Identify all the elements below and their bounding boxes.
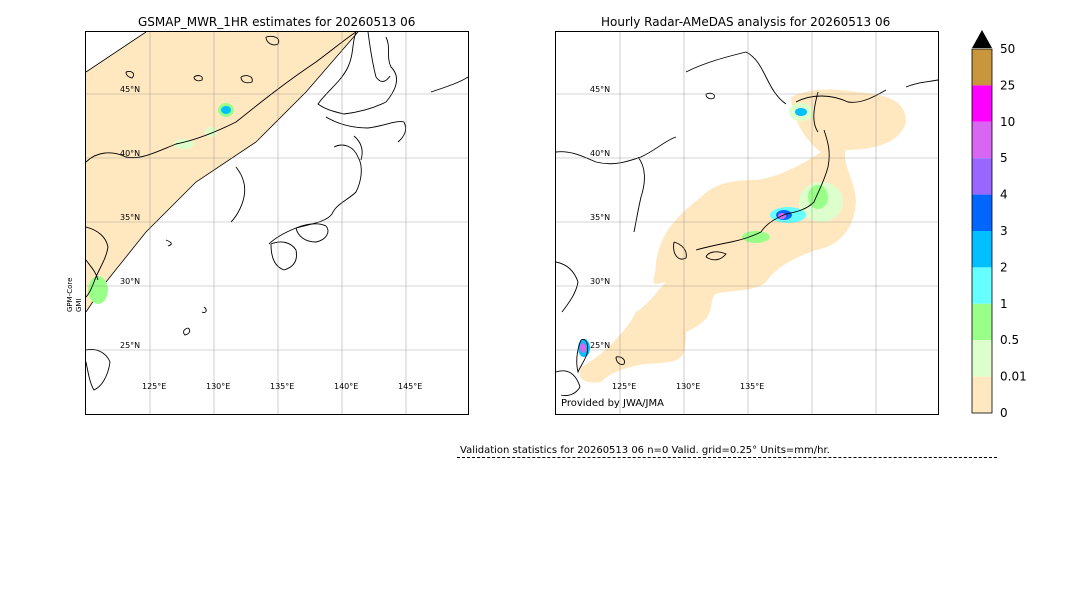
precip-blob xyxy=(174,139,194,149)
colorbar-tick-label: 0 xyxy=(1000,406,1008,420)
lat-label: 40°N xyxy=(590,149,610,158)
precip-blob xyxy=(808,185,828,209)
sensor-label: GPM-Core GMI xyxy=(66,278,83,312)
colorbar-segment xyxy=(972,303,992,341)
stats-divider xyxy=(457,457,997,458)
lat-label: 25°N xyxy=(120,341,140,350)
gridlines xyxy=(86,32,468,414)
colorbar-segment xyxy=(972,49,992,86)
right-map-title: Hourly Radar-AMeDAS analysis for 2026051… xyxy=(601,15,891,29)
colorbar-tick-label: 5 xyxy=(1000,151,1008,165)
colorbar-tick-label: 2 xyxy=(1000,260,1008,274)
data-credit: Provided by JWA/JMA xyxy=(561,398,664,409)
colorbar-tick-label: 25 xyxy=(1000,78,1015,92)
colorbar: 50 25 10 5 4 3 2 1 0.5 0.01 0 xyxy=(971,30,1027,420)
colorbar-segment xyxy=(972,121,992,159)
colorbar-segment xyxy=(972,376,992,413)
precip-blob xyxy=(221,106,231,114)
colorbar-segments xyxy=(972,49,992,413)
lat-label: 40°N xyxy=(120,149,140,158)
precip-blob xyxy=(580,343,586,353)
right-map-panel: 45°N 40°N 35°N 30°N 25°N 125°E 130°E 135… xyxy=(555,31,939,415)
lat-label: 45°N xyxy=(590,85,610,94)
colorbar-tick-label: 4 xyxy=(1000,188,1008,202)
lat-label: 45°N xyxy=(120,85,140,94)
colorbar-segment xyxy=(972,158,992,195)
swath-area xyxy=(86,32,358,312)
lon-label: 130°E xyxy=(676,382,700,391)
lon-label: 135°E xyxy=(270,382,294,391)
left-map-title: GSMAP_MWR_1HR estimates for 20260513 06 xyxy=(138,15,416,29)
coastlines xyxy=(556,51,938,397)
sensor-label-line2: GMI xyxy=(75,298,83,312)
lat-label: 35°N xyxy=(590,213,610,222)
colorbar-extend-arrow xyxy=(972,30,992,48)
lon-label: 145°E xyxy=(398,382,422,391)
lat-label: 35°N xyxy=(120,213,140,222)
colorbar-segment xyxy=(972,231,992,268)
lon-label: 130°E xyxy=(206,382,230,391)
lon-label: 140°E xyxy=(334,382,358,391)
colorbar-tick-label: 50 xyxy=(1000,42,1015,56)
left-map-panel: 45°N 40°N 35°N 30°N 25°N 125°E 130°E 135… xyxy=(85,31,469,415)
right-map-canvas: 45°N 40°N 35°N 30°N 25°N 125°E 130°E 135… xyxy=(556,32,938,414)
lat-label: 30°N xyxy=(120,277,140,286)
lat-label: 25°N xyxy=(590,341,610,350)
lon-label: 125°E xyxy=(142,382,166,391)
colorbar-segment xyxy=(972,340,992,377)
colorbar-segment xyxy=(972,267,992,304)
validation-stats: Validation statistics for 20260513 06 n=… xyxy=(460,445,830,456)
colorbar-tick-label: 0.01 xyxy=(1000,370,1027,384)
colorbar-frame xyxy=(971,48,993,414)
colorbar-tick-label: 0.5 xyxy=(1000,333,1019,347)
lon-label: 125°E xyxy=(612,382,636,391)
colorbar-segment xyxy=(972,194,992,231)
sensor-label-line1: GPM-Core xyxy=(66,278,74,312)
colorbar-tick-label: 10 xyxy=(1000,115,1015,129)
precip-blob xyxy=(742,231,770,243)
colorbar-tick-label: 3 xyxy=(1000,224,1008,238)
gridlines xyxy=(556,32,938,414)
swath-edge-top xyxy=(86,32,147,73)
colorbar-segment xyxy=(972,85,992,122)
lon-label: 135°E xyxy=(740,382,764,391)
precip-blob xyxy=(795,108,807,116)
coastlines xyxy=(86,32,468,391)
precip-blob xyxy=(88,276,108,304)
left-map-canvas: 45°N 40°N 35°N 30°N 25°N 125°E 130°E 135… xyxy=(86,32,468,414)
colorbar-tick-label: 1 xyxy=(1000,297,1008,311)
lat-label: 30°N xyxy=(590,277,610,286)
